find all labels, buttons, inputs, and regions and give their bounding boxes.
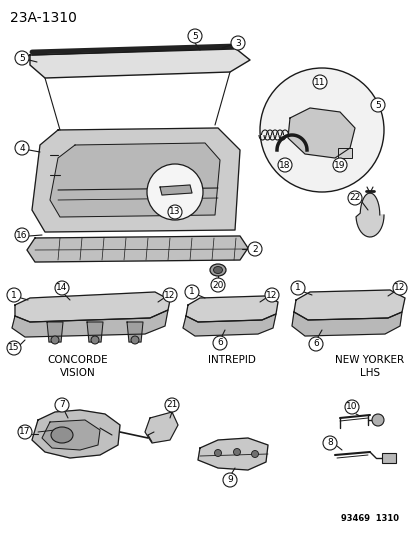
Text: 12: 12 (164, 290, 175, 300)
Circle shape (185, 285, 199, 299)
Circle shape (131, 336, 139, 344)
Polygon shape (291, 312, 401, 336)
Ellipse shape (213, 266, 222, 273)
Text: 11: 11 (313, 77, 325, 86)
Circle shape (51, 336, 59, 344)
Circle shape (247, 242, 261, 256)
Text: CONCORDE
VISION: CONCORDE VISION (47, 355, 108, 378)
Circle shape (370, 98, 384, 112)
Circle shape (344, 400, 358, 414)
Text: 13: 13 (169, 207, 180, 216)
Text: 2: 2 (252, 245, 257, 254)
Text: 1: 1 (294, 284, 300, 293)
Polygon shape (159, 185, 192, 195)
Polygon shape (355, 193, 383, 237)
Text: 1: 1 (189, 287, 195, 296)
Circle shape (347, 191, 361, 205)
Polygon shape (30, 48, 249, 78)
Text: 7: 7 (59, 400, 65, 409)
Circle shape (15, 51, 29, 65)
Polygon shape (50, 143, 219, 217)
Text: 5: 5 (19, 53, 25, 62)
Polygon shape (127, 322, 142, 342)
Circle shape (332, 158, 346, 172)
Circle shape (188, 29, 202, 43)
Text: 6: 6 (216, 338, 222, 348)
Circle shape (168, 205, 182, 219)
Circle shape (259, 68, 383, 192)
Polygon shape (15, 292, 170, 322)
Text: 18: 18 (279, 160, 290, 169)
Text: 19: 19 (333, 160, 345, 169)
Polygon shape (27, 236, 247, 262)
Circle shape (7, 288, 21, 302)
Circle shape (165, 398, 178, 412)
Ellipse shape (51, 427, 73, 443)
Circle shape (91, 336, 99, 344)
Circle shape (371, 414, 383, 426)
Circle shape (277, 158, 291, 172)
Polygon shape (185, 296, 277, 322)
Circle shape (308, 337, 322, 351)
Circle shape (312, 75, 326, 89)
Polygon shape (47, 322, 63, 342)
Text: 3: 3 (235, 38, 240, 47)
Text: 5: 5 (192, 31, 197, 41)
Ellipse shape (209, 264, 225, 276)
Text: 16: 16 (16, 230, 28, 239)
Text: 23A-1310: 23A-1310 (10, 11, 77, 25)
Polygon shape (12, 310, 168, 337)
Text: 20: 20 (212, 280, 223, 289)
Text: 5: 5 (374, 101, 380, 109)
Circle shape (15, 141, 29, 155)
Circle shape (55, 281, 69, 295)
Circle shape (211, 278, 224, 292)
Circle shape (264, 288, 278, 302)
Circle shape (290, 281, 304, 295)
Polygon shape (87, 322, 103, 342)
Polygon shape (183, 314, 275, 336)
Polygon shape (32, 410, 120, 458)
Circle shape (214, 449, 221, 456)
Polygon shape (197, 438, 267, 470)
Circle shape (212, 336, 226, 350)
Text: 93469  1310: 93469 1310 (340, 514, 398, 523)
Circle shape (18, 425, 32, 439)
Text: 14: 14 (56, 284, 67, 293)
Text: 9: 9 (227, 475, 232, 484)
Polygon shape (42, 420, 100, 450)
Circle shape (322, 436, 336, 450)
Text: 21: 21 (166, 400, 177, 409)
Text: 4: 4 (19, 143, 25, 152)
Circle shape (233, 448, 240, 456)
Polygon shape (145, 412, 178, 443)
Text: 10: 10 (345, 402, 357, 411)
Circle shape (223, 473, 236, 487)
Text: NEW YORKER
LHS: NEW YORKER LHS (335, 355, 404, 378)
Circle shape (230, 36, 244, 50)
Polygon shape (287, 108, 354, 158)
Text: INTREPID: INTREPID (208, 355, 255, 365)
FancyBboxPatch shape (381, 453, 395, 463)
Text: 12: 12 (266, 290, 277, 300)
Circle shape (147, 164, 202, 220)
Polygon shape (293, 290, 404, 320)
Circle shape (163, 288, 177, 302)
Text: 12: 12 (393, 284, 405, 293)
Circle shape (55, 398, 69, 412)
Text: 8: 8 (326, 439, 332, 448)
Circle shape (251, 450, 258, 457)
Circle shape (392, 281, 406, 295)
Text: 1: 1 (11, 290, 17, 300)
Text: 6: 6 (312, 340, 318, 349)
Text: 17: 17 (19, 427, 31, 437)
Circle shape (7, 341, 21, 355)
Text: 15: 15 (8, 343, 20, 352)
Polygon shape (32, 128, 240, 232)
Text: 22: 22 (349, 193, 360, 203)
FancyBboxPatch shape (337, 148, 351, 158)
Circle shape (15, 228, 29, 242)
